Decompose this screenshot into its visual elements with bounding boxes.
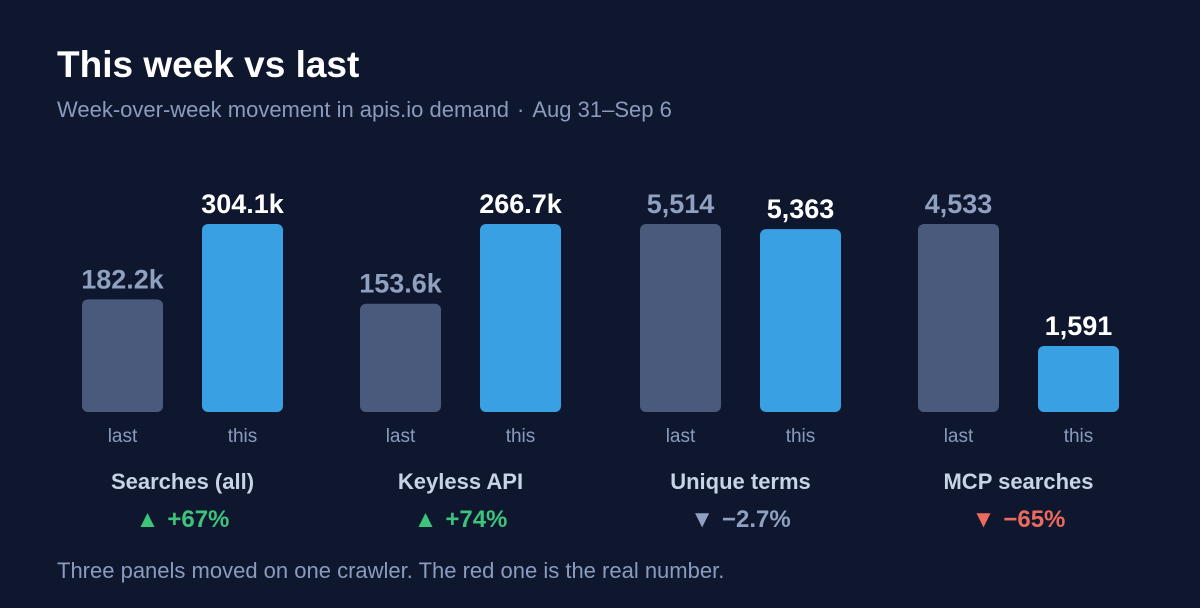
panel-name: Unique terms bbox=[670, 469, 811, 494]
page-subtitle: Week-over-week movement in apis.io deman… bbox=[57, 97, 672, 123]
footer-note: Three panels moved on one crawler. The r… bbox=[57, 558, 725, 583]
panel-3: 5,514 last 5,363 this Unique terms ▼ −2.7% bbox=[640, 189, 841, 533]
change-indicator: ▲ +67% bbox=[136, 506, 230, 533]
category-label-this: this bbox=[506, 426, 536, 447]
panel-4: 4,533 last 1,591 this MCP searches ▼ −65% bbox=[918, 189, 1119, 533]
change-percent: −2.7% bbox=[722, 506, 791, 533]
change-indicator: ▼ −2.7% bbox=[690, 506, 790, 533]
data-label-this: 304.1k bbox=[201, 189, 285, 219]
panel-1: 182.2k last 304.1k this Searches (all) ▲ +67% bbox=[81, 189, 285, 533]
data-label-last: 153.6k bbox=[359, 269, 443, 299]
bar-this bbox=[202, 224, 283, 412]
panel-2: 153.6k last 266.7k this Keyless API ▲ +74% bbox=[359, 189, 563, 533]
bar-last bbox=[82, 299, 163, 412]
subtitle-date-range: Aug 31–Sep 6 bbox=[532, 97, 672, 122]
category-label-last: last bbox=[108, 426, 138, 447]
bar-this bbox=[760, 229, 841, 412]
panel-name: MCP searches bbox=[943, 469, 1093, 494]
bar-last bbox=[640, 224, 721, 412]
category-label-this: this bbox=[228, 426, 258, 447]
category-label-last: last bbox=[666, 426, 696, 447]
panel-name: Keyless API bbox=[398, 469, 523, 494]
data-label-last: 182.2k bbox=[81, 264, 165, 294]
change-percent: +67% bbox=[167, 506, 229, 533]
change-indicator: ▲ +74% bbox=[414, 506, 508, 533]
subtitle-main: Week-over-week movement in apis.io deman… bbox=[57, 97, 510, 122]
bar-last bbox=[918, 224, 999, 412]
down-arrow-icon: ▼ bbox=[690, 506, 714, 533]
change-percent: +74% bbox=[445, 506, 507, 533]
data-label-last: 4,533 bbox=[925, 189, 993, 219]
data-label-this: 266.7k bbox=[479, 189, 563, 219]
bar-this bbox=[1038, 346, 1119, 412]
up-arrow-icon: ▲ bbox=[414, 506, 438, 533]
bar-this bbox=[480, 224, 561, 412]
down-arrow-icon: ▼ bbox=[972, 506, 996, 533]
category-label-last: last bbox=[386, 426, 416, 447]
change-percent: −65% bbox=[1003, 506, 1065, 533]
page-title: This week vs last bbox=[57, 44, 360, 85]
subtitle-separator: · bbox=[517, 97, 525, 122]
panel-name: Searches (all) bbox=[111, 469, 254, 494]
up-arrow-icon: ▲ bbox=[136, 506, 160, 533]
data-label-this: 1,591 bbox=[1045, 311, 1113, 341]
category-label-this: this bbox=[1064, 426, 1094, 447]
bar-last bbox=[360, 303, 441, 412]
category-label-this: this bbox=[786, 426, 816, 447]
data-label-last: 5,514 bbox=[647, 189, 715, 219]
data-label-this: 5,363 bbox=[767, 194, 835, 224]
category-label-last: last bbox=[944, 426, 974, 447]
change-indicator: ▼ −65% bbox=[972, 506, 1066, 533]
